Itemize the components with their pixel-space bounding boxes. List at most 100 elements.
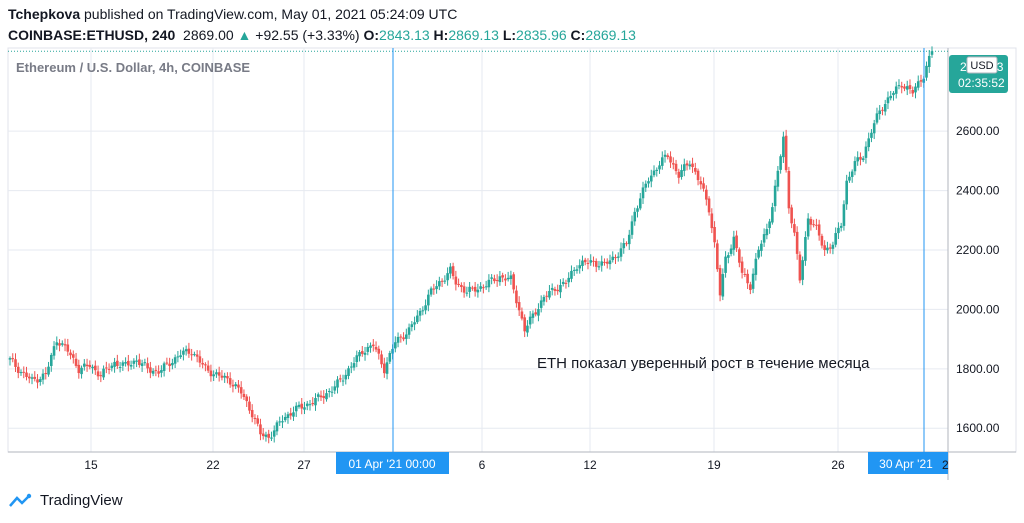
candle-body [589,260,593,263]
candle-body [495,280,499,282]
candle-body [892,92,895,96]
candle-body [729,248,733,254]
candle-body [509,275,513,279]
currency-badge [966,56,998,74]
chart-grid: 1600.00 1800.00 2000.00 2200.00 2400.00 2600.… [7,47,1017,480]
date-badge-apr30-label: 30 Apr '21 [879,457,933,471]
candle-body [762,234,766,243]
candle-body [804,237,807,261]
candle-body [815,224,818,226]
candle-body [96,371,100,377]
candle-body [806,218,810,237]
candle-body [498,276,502,283]
candle-body [826,247,829,251]
author-name[interactable]: Tchepkova [8,6,81,22]
candle-body [669,156,672,163]
x-tick-label: 22 [206,458,220,472]
candle-body [837,227,840,234]
candle-body [611,256,615,261]
symbol-label: COINBASE:ETHUSD, 240 [8,27,176,43]
candle-body [355,355,359,363]
candle-body [614,257,617,259]
candle-body [743,274,747,276]
candle-body [149,367,152,373]
candle-body [484,286,488,288]
candle-body [446,273,449,281]
candle-body [264,434,268,437]
high-label: H: [433,27,449,43]
candle-body [553,289,557,291]
candle-body [539,300,543,308]
candle-body [760,243,763,251]
candle-body [427,294,430,306]
candle-body [881,109,884,111]
candle-body [374,346,378,350]
candle-body [132,360,136,364]
tradingview-logo[interactable]: TradingView [8,492,123,509]
y-tick-label: 2400.00 [956,184,1000,198]
candle-body [839,225,843,228]
candle-body [94,365,97,371]
candle-body [691,163,694,168]
candle-body [897,85,901,87]
candle-body [270,437,273,439]
candle-body [735,235,738,249]
candle-body [834,233,837,245]
candle-body [416,315,419,323]
candle-body [165,362,169,364]
candle-body [707,198,711,213]
candle-body [870,132,873,138]
candle-body [699,181,703,185]
candle-body [793,224,796,233]
candle-body [49,354,53,366]
candle-body [680,170,683,177]
candle-body [242,393,246,398]
currency-badge-label: USD [970,60,993,72]
candle-body [872,123,876,134]
y-tick-label: 2600.00 [956,124,1000,138]
candle-body [751,273,755,289]
candle-body [402,337,405,340]
candle-body [718,268,722,296]
candle-body [724,256,727,273]
chart-overlay: Ethereum / U.S. Dollar, 4h, COINBASE ETH … [8,48,1008,474]
candle-body [451,266,455,277]
candle-body [702,183,705,189]
open-label: O: [363,27,380,43]
candle-body [619,248,623,257]
candle-body [515,290,518,304]
candle-body [905,86,909,90]
candle-body [99,375,103,377]
candle-body [740,261,744,273]
candle-body [861,158,865,161]
candle-body [713,226,716,243]
candle-body [694,167,697,172]
candle-body [545,295,548,297]
candle-body [523,317,526,332]
candle-body [666,155,670,158]
candle-body [493,278,496,282]
candle-body [828,247,832,249]
candle-body [443,280,447,282]
candle-body [856,157,859,162]
candle-body [72,354,75,358]
candle-body [765,229,769,236]
candle-body [647,181,650,184]
candle-body [27,376,31,379]
candle-body [344,374,348,380]
candle-body [432,288,436,290]
candle-body [289,413,293,416]
candle-body [682,164,686,171]
candle-body [25,372,28,377]
candle-body [550,287,554,290]
candle-body [228,378,232,385]
candle-body [919,80,923,82]
candle-body [798,254,802,281]
candle-body [377,348,381,354]
candle-body [768,221,771,229]
candle-body [636,208,639,212]
candle-body [652,170,656,176]
candle-body [41,373,45,380]
candle-body [193,354,196,356]
